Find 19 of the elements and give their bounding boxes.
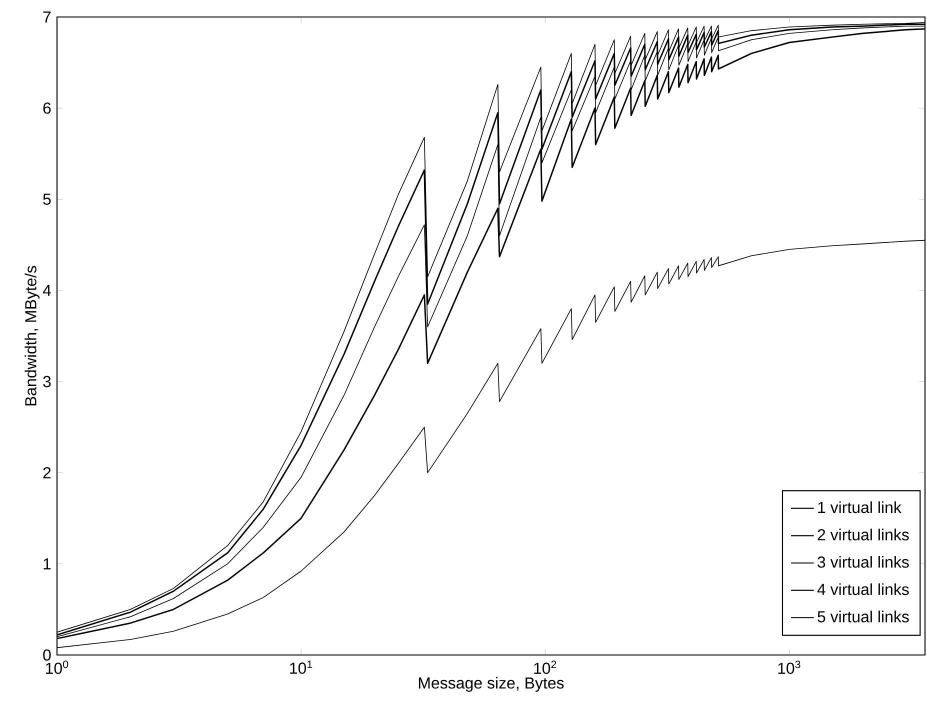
y-tick-label: 4 bbox=[42, 284, 51, 296]
x-axis-title: Message size, Bytes bbox=[418, 676, 564, 692]
x-tick-label: 10$^{0}$ bbox=[46, 660, 68, 674]
legend-label: 3 virtual links bbox=[818, 556, 909, 568]
y-tick-label: 5 bbox=[43, 194, 51, 205]
y-tick-label: 3 bbox=[43, 376, 51, 388]
legend-label: 1 virtual link bbox=[818, 501, 902, 514]
y-tick-label: 6 bbox=[43, 102, 51, 114]
legend-label: 4 virtual links bbox=[817, 583, 909, 596]
x-tick-label: 10$^{2}$ bbox=[534, 660, 556, 674]
y-tick-label: 2 bbox=[43, 467, 51, 478]
x-tick-label: 10$^{1}$ bbox=[290, 660, 312, 674]
legend-label: 2 virtual links bbox=[818, 528, 909, 540]
legend-label: 5 virtual links bbox=[818, 610, 909, 622]
y-tick-label: 0 bbox=[43, 649, 51, 661]
x-tick-label: 10$^{3}$ bbox=[778, 660, 800, 674]
y-axis-title: Bandwidth, MByte/s bbox=[24, 266, 40, 406]
y-tick-label: 7 bbox=[43, 12, 51, 22]
y-tick-label: 1 bbox=[44, 558, 51, 570]
